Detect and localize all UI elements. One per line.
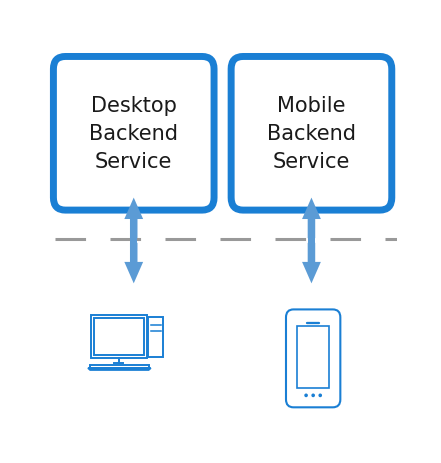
Text: Desktop
Backend
Service: Desktop Backend Service — [89, 96, 178, 172]
FancyBboxPatch shape — [94, 319, 144, 356]
FancyBboxPatch shape — [130, 238, 138, 243]
Text: Mobile
Backend
Service: Mobile Backend Service — [267, 96, 356, 172]
FancyBboxPatch shape — [148, 317, 163, 357]
Circle shape — [312, 394, 314, 397]
Polygon shape — [124, 198, 143, 238]
FancyBboxPatch shape — [91, 315, 146, 358]
FancyBboxPatch shape — [308, 238, 315, 243]
Polygon shape — [88, 368, 151, 370]
Polygon shape — [302, 243, 321, 284]
Polygon shape — [124, 243, 143, 284]
Circle shape — [319, 394, 321, 397]
FancyBboxPatch shape — [231, 57, 392, 211]
FancyBboxPatch shape — [53, 57, 214, 211]
FancyBboxPatch shape — [286, 310, 340, 407]
Polygon shape — [302, 198, 321, 238]
Circle shape — [305, 394, 307, 397]
FancyBboxPatch shape — [90, 365, 149, 368]
FancyBboxPatch shape — [297, 326, 329, 388]
